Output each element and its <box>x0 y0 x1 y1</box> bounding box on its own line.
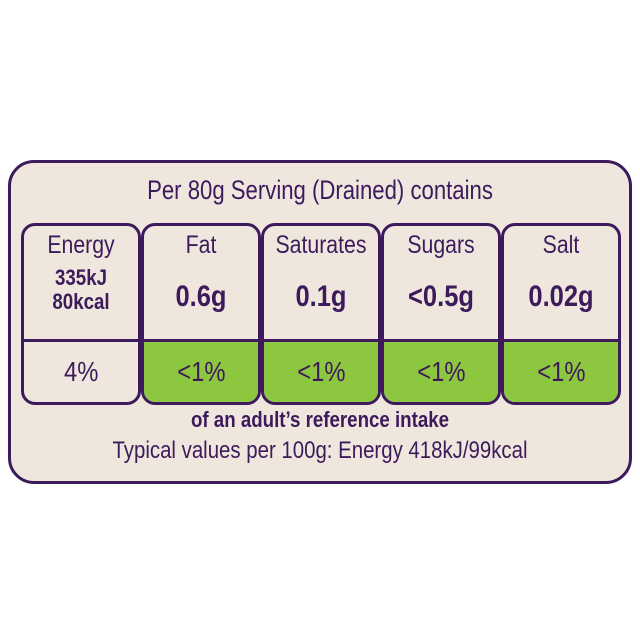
nutrition-label: Per 80g Serving (Drained) contains Energ… <box>8 160 632 484</box>
nutrient-name: Saturates <box>275 231 367 259</box>
reference-intake-note: of an adult’s reference intake <box>190 407 450 432</box>
nutrient-name: Sugars <box>407 231 475 259</box>
nutrient-energy: Energy 335kJ 80kcal 4% <box>21 223 141 405</box>
nutrient-value: 0.02g <box>528 280 594 313</box>
nutrient-name: Fat <box>185 231 217 259</box>
nutrient-fat: Fat 0.6g <1% <box>141 223 261 405</box>
nutrient-value: 0.1g <box>295 280 347 313</box>
nutrient-percent: <1% <box>504 339 618 402</box>
percent-text: <1% <box>176 356 226 387</box>
percent-text: 4% <box>63 356 99 387</box>
nutrient-sugars: Sugars <0.5g <1% <box>381 223 501 405</box>
nutrient-value: 0.6g <box>175 280 227 313</box>
nutrient-salt: Salt 0.02g <1% <box>501 223 621 405</box>
nutrient-percent: <1% <box>144 339 258 402</box>
nutrient-name: Energy <box>47 231 115 259</box>
typical-values: Typical values per 100g: Energy 418kJ/99… <box>112 437 528 464</box>
serving-title: Per 80g Serving (Drained) contains <box>147 175 493 205</box>
nutrient-name: Salt <box>542 231 580 259</box>
energy-kcal: 80kcal <box>52 289 110 314</box>
energy-kj: 335kJ <box>54 265 108 290</box>
nutrient-saturates: Saturates 0.1g <1% <box>261 223 381 405</box>
percent-text: <1% <box>296 356 346 387</box>
nutrient-value: <0.5g <box>408 280 474 313</box>
nutrient-value: 335kJ 80kcal <box>33 266 130 314</box>
nutrient-percent: 4% <box>24 339 138 402</box>
percent-text: <1% <box>536 356 586 387</box>
percent-text: <1% <box>416 356 466 387</box>
nutrient-percent: <1% <box>384 339 498 402</box>
nutrient-percent: <1% <box>264 339 378 402</box>
